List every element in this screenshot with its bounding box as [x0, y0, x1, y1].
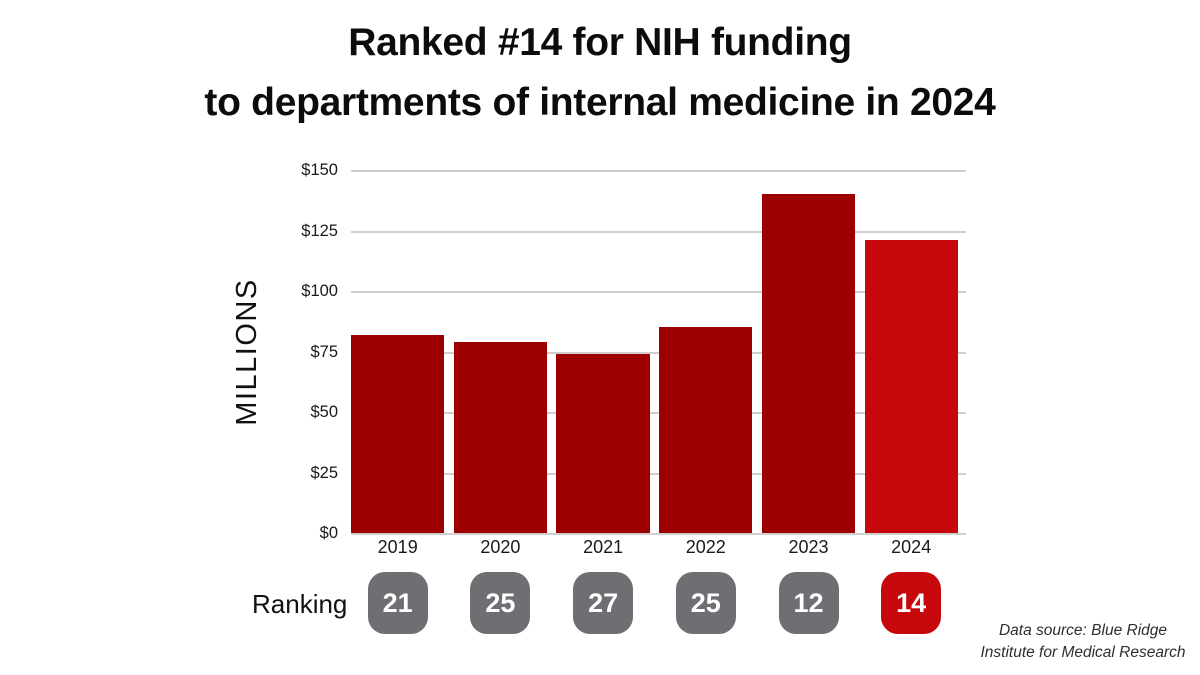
x-tick-label-2021: 2021: [583, 537, 624, 557]
bar-2019: [351, 334, 445, 533]
ranking-badge-2023: 12: [778, 572, 839, 634]
y-axis-title: MILLIONS: [231, 278, 263, 426]
y-tick-label-125: $125: [301, 221, 338, 240]
bar-2020: [453, 341, 548, 533]
y-tick-label-0: $0: [319, 524, 338, 542]
y-tick-label-25: $25: [310, 463, 338, 482]
bar-2022: [659, 327, 753, 533]
x-tick-label-2022: 2022: [685, 537, 726, 557]
x-tick-label-2024: 2024: [891, 537, 932, 557]
data-source-line-2: Institute for Medical Research: [980, 644, 1186, 661]
x-tick-label-2019: 2019: [377, 537, 418, 557]
gridline: [351, 170, 966, 172]
ranking-badge-2021: 27: [573, 572, 634, 634]
ranking-badge-2022: 25: [675, 572, 736, 634]
data-source: Data source: Blue Ridge Institute for Me…: [975, 620, 1191, 664]
ranking-row-label: Ranking: [252, 589, 348, 619]
gridline: [351, 351, 966, 354]
title-line-2: to departments of internal medicine in 2…: [204, 81, 996, 124]
x-tick-label-2020: 2020: [480, 537, 521, 557]
bar-2024: [864, 240, 958, 533]
ranking-badge-2020: 25: [470, 572, 531, 634]
gridline: [351, 472, 966, 475]
ranking-badge-2024: 14: [881, 572, 942, 634]
bar-2021: [556, 353, 650, 533]
title-line-1: Ranked #14 for NIH funding: [348, 21, 852, 64]
bar-2023: [761, 194, 856, 533]
x-tick-label-2023: 2023: [788, 537, 829, 557]
data-source-line-1: Data source: Blue Ridge: [998, 622, 1167, 639]
gridline: [351, 291, 966, 293]
plot-area: [351, 170, 966, 535]
chart-title: Ranked #14 for NIH funding to department…: [0, 13, 1200, 133]
y-tick-label-150: $150: [301, 161, 338, 179]
gridline: [351, 230, 966, 233]
ranking-badge-2019: 21: [367, 572, 428, 634]
gridline: [351, 412, 966, 414]
gridline: [351, 533, 966, 535]
